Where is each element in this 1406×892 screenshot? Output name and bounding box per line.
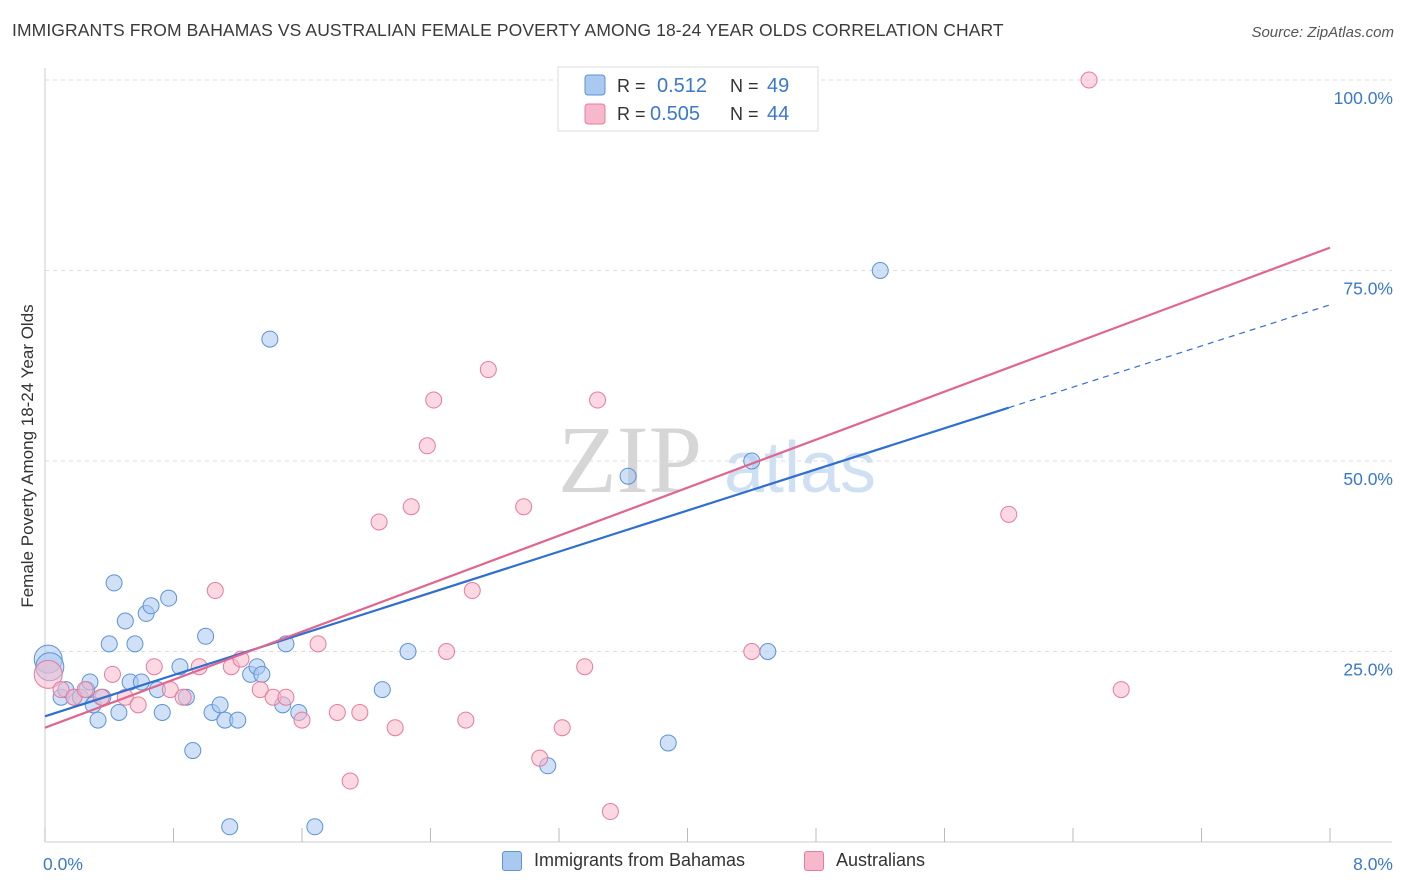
bahamas-point xyxy=(116,612,134,630)
australians-point xyxy=(1112,681,1130,699)
bahamas-point xyxy=(659,734,677,752)
watermark-zip: ZIP xyxy=(558,406,702,513)
watermark: ZIP atlas xyxy=(558,406,876,513)
y-axis-label: Female Poverty Among 18-24 Year Olds xyxy=(18,304,37,607)
australians-point xyxy=(402,498,420,516)
australians-point xyxy=(76,681,94,699)
australians-point xyxy=(743,643,761,660)
bahamas-point xyxy=(399,643,417,660)
source-label: Source: ZipAtlas.com xyxy=(1251,24,1394,41)
legend-item-australians[interactable]: Australians xyxy=(804,850,925,871)
legend-bottom: Immigrants from Bahamas Australians xyxy=(0,850,1406,880)
australians-point xyxy=(309,635,327,653)
bahamas-point xyxy=(759,643,777,660)
trend-line-bahamas xyxy=(44,406,1010,718)
australians-point xyxy=(293,711,311,729)
grid xyxy=(45,79,1392,652)
bahamas-point xyxy=(105,574,123,592)
australians-point xyxy=(457,711,475,729)
australians-point xyxy=(370,513,388,531)
x-tick-label-max: 8.0% xyxy=(1353,854,1393,874)
bahamas-point xyxy=(619,467,637,485)
y-tick-label: 100.0% xyxy=(1334,88,1393,108)
australians-point xyxy=(174,688,192,706)
legend-label-bahamas: Immigrants from Bahamas xyxy=(534,850,746,870)
y-tick-label: 75.0% xyxy=(1343,279,1393,299)
bahamas-point xyxy=(89,711,107,729)
australians-point xyxy=(1000,505,1018,523)
australians-point xyxy=(145,658,163,676)
australians-point xyxy=(479,361,497,379)
australians-point xyxy=(103,665,121,683)
trend-lines xyxy=(44,246,1331,729)
australians-point xyxy=(1080,71,1098,89)
australians-point xyxy=(341,772,359,790)
bahamas-point xyxy=(142,597,160,615)
bahamas-point xyxy=(306,818,324,836)
tick-labels: 25.0% 50.0% 75.0% 100.0% 0.0% 8.0% xyxy=(43,88,1393,874)
australians-point xyxy=(33,659,63,689)
bahamas-point xyxy=(253,665,271,683)
bahamas-point xyxy=(261,330,279,348)
australians-point xyxy=(206,582,224,600)
bahamas-point xyxy=(153,703,171,721)
legend-top: R = 0.512 N = 49 R = 0.505 N = 44 xyxy=(557,66,819,132)
australians-point xyxy=(386,719,404,737)
watermark-atlas: atlas xyxy=(724,428,876,508)
legend-blue-r-label: R = xyxy=(617,76,646,96)
y-tick-label: 25.0% xyxy=(1343,660,1393,680)
legend-blue-n-label: N = xyxy=(730,76,759,96)
australians-point xyxy=(576,658,594,676)
australians-point xyxy=(515,498,533,516)
bahamas-point xyxy=(110,703,128,721)
australians-point xyxy=(463,582,481,600)
legend-blue-n-value: 49 xyxy=(767,75,789,97)
legend-blue-swatch xyxy=(584,74,606,96)
legend-pink-n-label: N = xyxy=(730,104,759,124)
legend-label-australians: Australians xyxy=(836,850,926,870)
bahamas-point xyxy=(126,635,144,653)
australians-point xyxy=(589,391,607,409)
legend-pink-n-value: 44 xyxy=(767,103,789,125)
bahamas-point xyxy=(184,742,202,760)
australians-point xyxy=(129,696,147,714)
australians-point xyxy=(438,643,456,660)
bahamas-point xyxy=(160,589,178,607)
legend-pink-r-value: 0.505 xyxy=(650,103,700,125)
trend-line-bahamas-extension xyxy=(1008,304,1331,409)
australians-point xyxy=(425,391,443,409)
bahamas-point xyxy=(871,262,889,279)
australians-point xyxy=(328,703,346,721)
legend-swatch-bahamas xyxy=(502,850,522,871)
australians-point xyxy=(601,803,619,821)
bahamas-point xyxy=(373,681,391,699)
bahamas-point xyxy=(100,635,118,653)
legend-pink-swatch xyxy=(584,103,606,125)
bahamas-point xyxy=(229,711,247,729)
bahamas-point xyxy=(197,627,215,645)
legend-item-bahamas[interactable]: Immigrants from Bahamas xyxy=(502,850,745,871)
points xyxy=(33,71,1130,836)
bahamas-point xyxy=(211,696,229,714)
x-tick-label-min: 0.0% xyxy=(43,854,83,874)
australians-point xyxy=(553,719,571,737)
australians-point xyxy=(531,749,549,767)
trend-line-australians xyxy=(44,246,1331,729)
legend-pink-r-label: R = xyxy=(617,104,646,124)
australians-point xyxy=(251,681,269,699)
chart-title: IMMIGRANTS FROM BAHAMAS VS AUSTRALIAN FE… xyxy=(12,20,1004,40)
y-tick-label: 50.0% xyxy=(1343,469,1393,489)
bahamas-point xyxy=(221,818,239,836)
australians-point xyxy=(351,703,369,721)
australians-point xyxy=(277,688,295,706)
australians-point xyxy=(52,681,70,699)
legend-swatch-australians xyxy=(804,850,824,871)
legend-blue-r-value: 0.512 xyxy=(657,75,707,97)
axes xyxy=(44,68,1392,843)
australians-point xyxy=(418,437,436,455)
